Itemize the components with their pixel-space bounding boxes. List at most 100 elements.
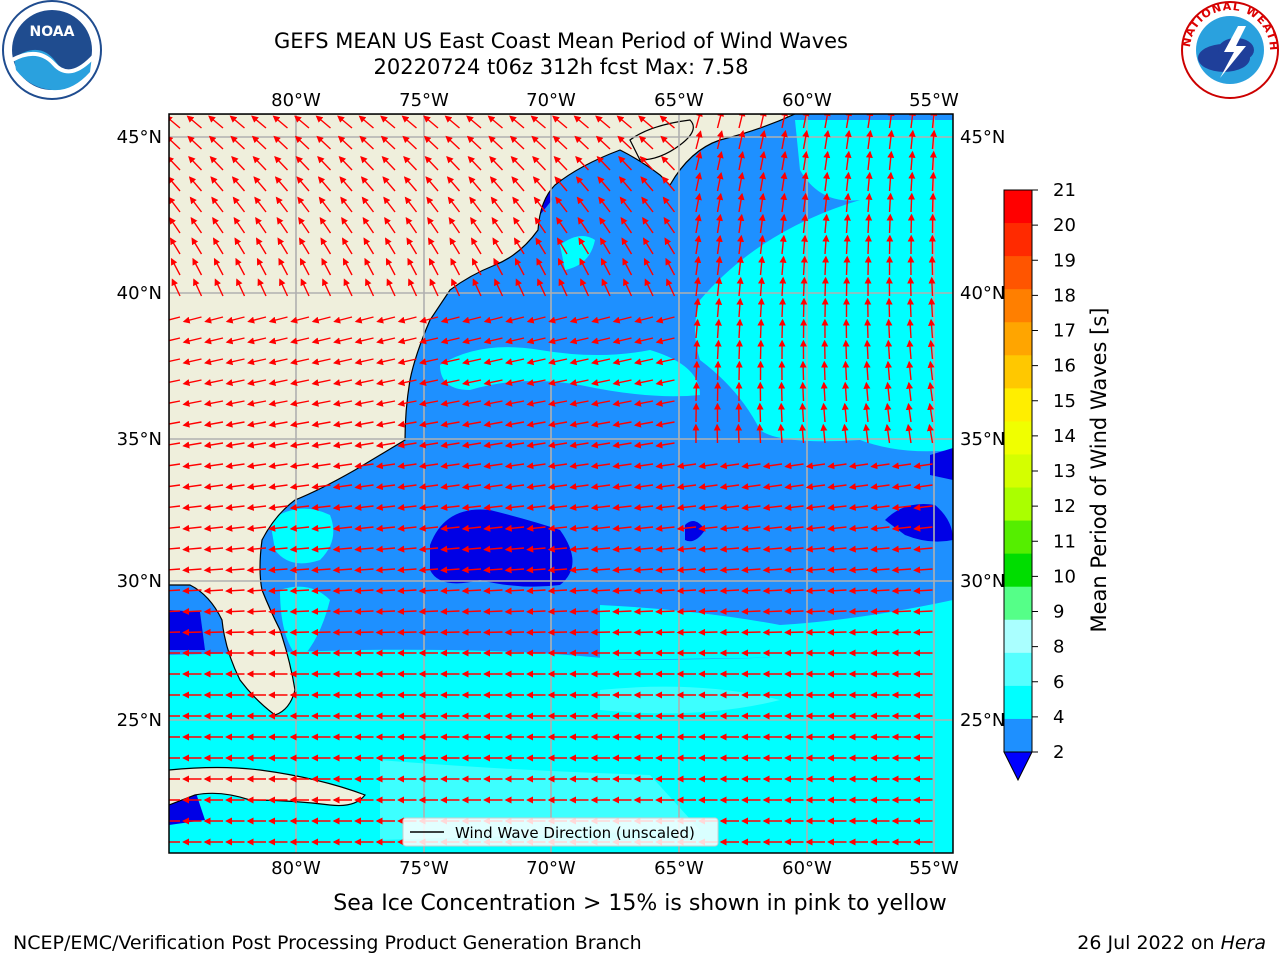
wind-arrow	[676, 462, 697, 470]
wind-arrow	[569, 441, 589, 449]
wind-arrow	[208, 115, 224, 129]
wind-arrow	[225, 399, 245, 407]
wind-arrow	[596, 155, 611, 171]
wind-arrow	[255, 237, 267, 255]
wind-arrow	[461, 587, 482, 595]
wind-arrow	[762, 545, 783, 553]
wind-wave-arrows	[169, 114, 938, 846]
wind-arrow	[169, 589, 181, 592]
wind-arrow	[598, 196, 611, 213]
wind-arrow	[320, 237, 332, 255]
wind-arrow	[780, 192, 788, 213]
wind-arrow	[863, 360, 871, 381]
wind-arrow	[822, 234, 830, 255]
wind-arrow	[354, 503, 374, 511]
wind-arrow	[169, 358, 181, 363]
colorbar-band	[1004, 223, 1032, 257]
wind-arrow	[446, 155, 461, 171]
wind-arrow	[397, 608, 417, 616]
wind-arrow	[212, 216, 224, 234]
wind-arrow	[290, 379, 310, 386]
wind-arrow	[408, 278, 418, 297]
wind-arrow	[762, 462, 783, 470]
wind-arrow	[472, 278, 482, 297]
wind-arrow	[289, 399, 310, 407]
wind-arrow	[182, 524, 202, 532]
wind-arrow	[483, 337, 503, 345]
wind-arrow	[905, 402, 913, 423]
wind-arrow	[254, 196, 267, 213]
wind-arrow	[471, 257, 482, 276]
wind-arrow	[339, 176, 353, 192]
wind-arrow	[182, 316, 202, 324]
wind-arrow	[204, 337, 224, 345]
wind-arrow	[376, 337, 396, 345]
wind-arrow	[289, 483, 310, 491]
wind-arrow	[462, 316, 482, 324]
wind-arrow	[510, 155, 525, 171]
wind-arrow	[354, 441, 374, 449]
wind-arrow	[695, 130, 703, 150]
wind-arrow	[445, 135, 460, 150]
wind-arrow	[714, 318, 722, 339]
wind-arrow	[633, 441, 654, 449]
lon-label: 55°W	[909, 858, 959, 879]
wind-arrow	[272, 115, 288, 129]
wind-arrow	[483, 441, 503, 449]
wind-arrow	[333, 358, 353, 366]
lon-label: 65°W	[654, 858, 704, 879]
wind-arrow	[661, 176, 676, 192]
wind-arrow	[759, 171, 767, 192]
wind-arrow	[590, 628, 611, 636]
wind-arrow	[188, 176, 203, 192]
wind-arrow	[466, 115, 482, 129]
wind-arrow	[489, 176, 504, 192]
wind-arrow	[805, 587, 826, 595]
wind-arrow	[827, 524, 847, 532]
wind-arrow	[311, 503, 331, 511]
wind-arrow	[491, 216, 504, 234]
wind-arrow	[759, 150, 767, 171]
wind-arrow	[273, 135, 288, 150]
wind-arrow	[440, 462, 460, 470]
wind-arrow	[655, 503, 675, 511]
wind-arrow	[735, 423, 743, 444]
wind-arrow	[569, 608, 589, 616]
wind-arrow	[930, 114, 938, 129]
wind-arrow	[494, 278, 504, 297]
wind-arrow	[575, 176, 590, 192]
wind-arrow	[716, 114, 724, 129]
wind-arrow	[655, 545, 675, 553]
wind-arrow	[354, 358, 374, 366]
wind-arrow	[401, 115, 417, 129]
wind-arrow	[676, 503, 697, 511]
wind-arrow	[884, 381, 892, 402]
wind-arrow	[848, 587, 869, 595]
wind-arrow	[182, 503, 202, 511]
wind-arrow	[446, 176, 461, 192]
wind-arrow	[784, 566, 804, 574]
wind-arrow	[526, 379, 546, 386]
wind-arrow	[182, 420, 202, 428]
wind-arrow	[590, 566, 611, 574]
wind-arrow	[865, 150, 873, 171]
wind-arrow	[612, 566, 632, 574]
wind-arrow	[848, 545, 869, 553]
wind-arrow	[211, 196, 224, 213]
wind-arrow	[569, 462, 589, 470]
wind-arrow	[375, 441, 396, 449]
wind-arrow	[694, 192, 702, 213]
wind-arrow	[633, 628, 654, 636]
wind-arrow	[762, 524, 783, 532]
wind-arrow	[891, 566, 912, 574]
wind-arrow	[870, 483, 890, 491]
wind-arrow	[311, 316, 331, 324]
wind-arrow	[440, 503, 460, 511]
wind-arrow	[845, 114, 853, 129]
wind-arrow	[440, 420, 460, 428]
wind-arrow	[907, 276, 915, 297]
colorbar-band	[1004, 553, 1032, 588]
wind-arrow	[600, 257, 611, 276]
wind-arrow	[676, 587, 697, 595]
wind-arrow	[418, 628, 439, 636]
